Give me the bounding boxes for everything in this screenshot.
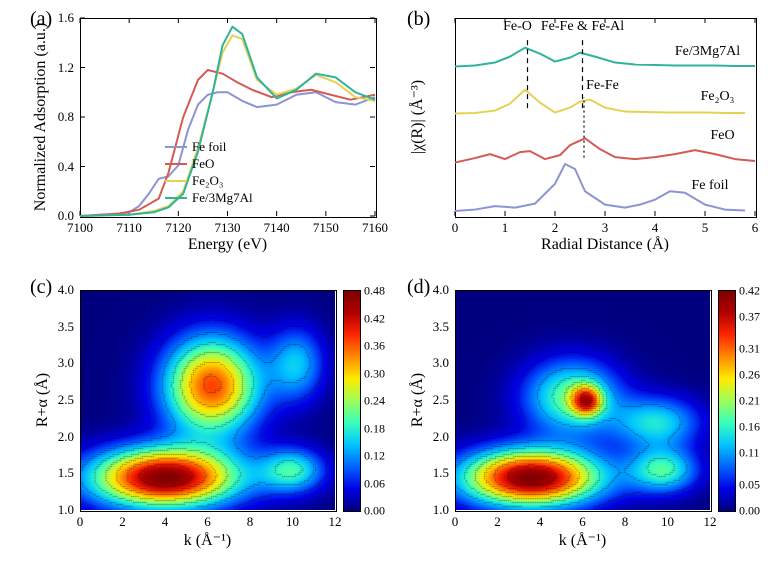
figure: (a) Normalized Adsorption (a.u.) Energy … xyxy=(0,0,779,563)
tick-label: 3 xyxy=(602,220,609,236)
tick-label: 12 xyxy=(704,514,717,530)
tick-label: 1.0 xyxy=(433,502,449,518)
panel-c-xlabel: k (Å⁻¹) xyxy=(80,530,335,550)
tick-label: 3.5 xyxy=(58,319,74,335)
tick-label: 3.0 xyxy=(433,355,449,371)
tick-label: 6 xyxy=(579,514,586,530)
tick-label: 1.2 xyxy=(58,60,74,76)
colorbar-tick: 0.42 xyxy=(364,311,385,326)
colorbar-tick: 0.16 xyxy=(739,420,760,435)
annotation: Fe-Fe xyxy=(586,78,619,94)
colorbar-tick: 0.05 xyxy=(739,477,760,492)
tick-label: 10 xyxy=(286,514,299,530)
panel-d-xlabel: k (Å⁻¹) xyxy=(455,530,710,550)
tick-label: 0 xyxy=(452,514,459,530)
tick-label: 0 xyxy=(77,514,84,530)
panel-c-colorbar: 0.000.060.120.180.240.300.360.420.48 xyxy=(343,290,361,512)
annotation: Fe₂O₃ xyxy=(701,89,735,105)
panel-b-xlabel: Radial Distance (Å) xyxy=(455,236,755,254)
annotation: FeO xyxy=(710,128,734,144)
tick-label: 4.0 xyxy=(433,282,449,298)
tick-label: 4 xyxy=(652,220,659,236)
tick-label: 0.0 xyxy=(58,208,74,224)
colorbar-tick: 0.00 xyxy=(364,504,385,519)
tick-label: 2 xyxy=(494,514,501,530)
tick-label: 0.4 xyxy=(58,159,74,175)
tick-label: 2.0 xyxy=(433,429,449,445)
tick-label: 1 xyxy=(502,220,509,236)
tick-label: 0.8 xyxy=(58,109,74,125)
tick-label: 1.6 xyxy=(58,10,74,26)
colorbar-tick: 0.24 xyxy=(364,394,385,409)
tick-label: 7140 xyxy=(264,220,290,236)
colorbar-tick: 0.06 xyxy=(364,476,385,491)
tick-label: 10 xyxy=(661,514,674,530)
tick-label: 1.0 xyxy=(58,502,74,518)
panel-d-heatmap xyxy=(455,290,710,510)
tick-label: 6 xyxy=(752,220,759,236)
panel-d-colorbar: 0.000.050.110.160.210.260.310.370.42 xyxy=(718,290,736,512)
tick-label: 7120 xyxy=(165,220,191,236)
tick-label: 7160 xyxy=(362,220,388,236)
annotation: Fe/3Mg7Al xyxy=(675,44,740,60)
colorbar-tick: 0.30 xyxy=(364,366,385,381)
colorbar-tick: 0.37 xyxy=(739,310,760,325)
colorbar-tick: 0.12 xyxy=(364,449,385,464)
tick-label: 2.5 xyxy=(433,392,449,408)
tick-label: 3.0 xyxy=(58,355,74,371)
tick-label: 2 xyxy=(552,220,559,236)
panel-b-ylabel: |χ(R)| (Å⁻³) xyxy=(407,18,427,216)
tick-label: 7130 xyxy=(215,220,241,236)
tick-label: 7150 xyxy=(313,220,339,236)
panel-c-heatmap xyxy=(80,290,335,510)
panel-d-ylabel: R+α (Å) xyxy=(409,290,427,510)
tick-label: 8 xyxy=(247,514,254,530)
annotation: Fe-Fe & Fe-Al xyxy=(541,19,624,35)
tick-label: 0 xyxy=(452,220,459,236)
tick-label: 8 xyxy=(622,514,629,530)
colorbar-tick: 0.48 xyxy=(364,284,385,299)
tick-label: 3.5 xyxy=(433,319,449,335)
colorbar-tick: 0.26 xyxy=(739,367,760,382)
annotation: Fe foil xyxy=(692,178,729,194)
tick-label: 5 xyxy=(702,220,709,236)
colorbar-tick: 0.31 xyxy=(739,341,760,356)
colorbar-tick: 0.18 xyxy=(364,421,385,436)
tick-label: 4 xyxy=(537,514,544,530)
colorbar-tick: 0.21 xyxy=(739,394,760,409)
colorbar-tick: 0.00 xyxy=(739,504,760,519)
tick-label: 1.5 xyxy=(58,465,74,481)
tick-label: 2.5 xyxy=(58,392,74,408)
panel-c-ylabel: R+α (Å) xyxy=(34,290,52,510)
colorbar-tick: 0.36 xyxy=(364,339,385,354)
tick-label: 1.5 xyxy=(433,465,449,481)
tick-label: 6 xyxy=(204,514,211,530)
colorbar-tick: 0.11 xyxy=(739,446,760,461)
tick-label: 12 xyxy=(329,514,342,530)
tick-label: 4.0 xyxy=(58,282,74,298)
tick-label: 2.0 xyxy=(58,429,74,445)
tick-label: 7110 xyxy=(116,220,142,236)
tick-label: 2 xyxy=(119,514,126,530)
colorbar-tick: 0.42 xyxy=(739,284,760,299)
annotation: Fe-O xyxy=(503,19,532,35)
tick-label: 4 xyxy=(162,514,169,530)
